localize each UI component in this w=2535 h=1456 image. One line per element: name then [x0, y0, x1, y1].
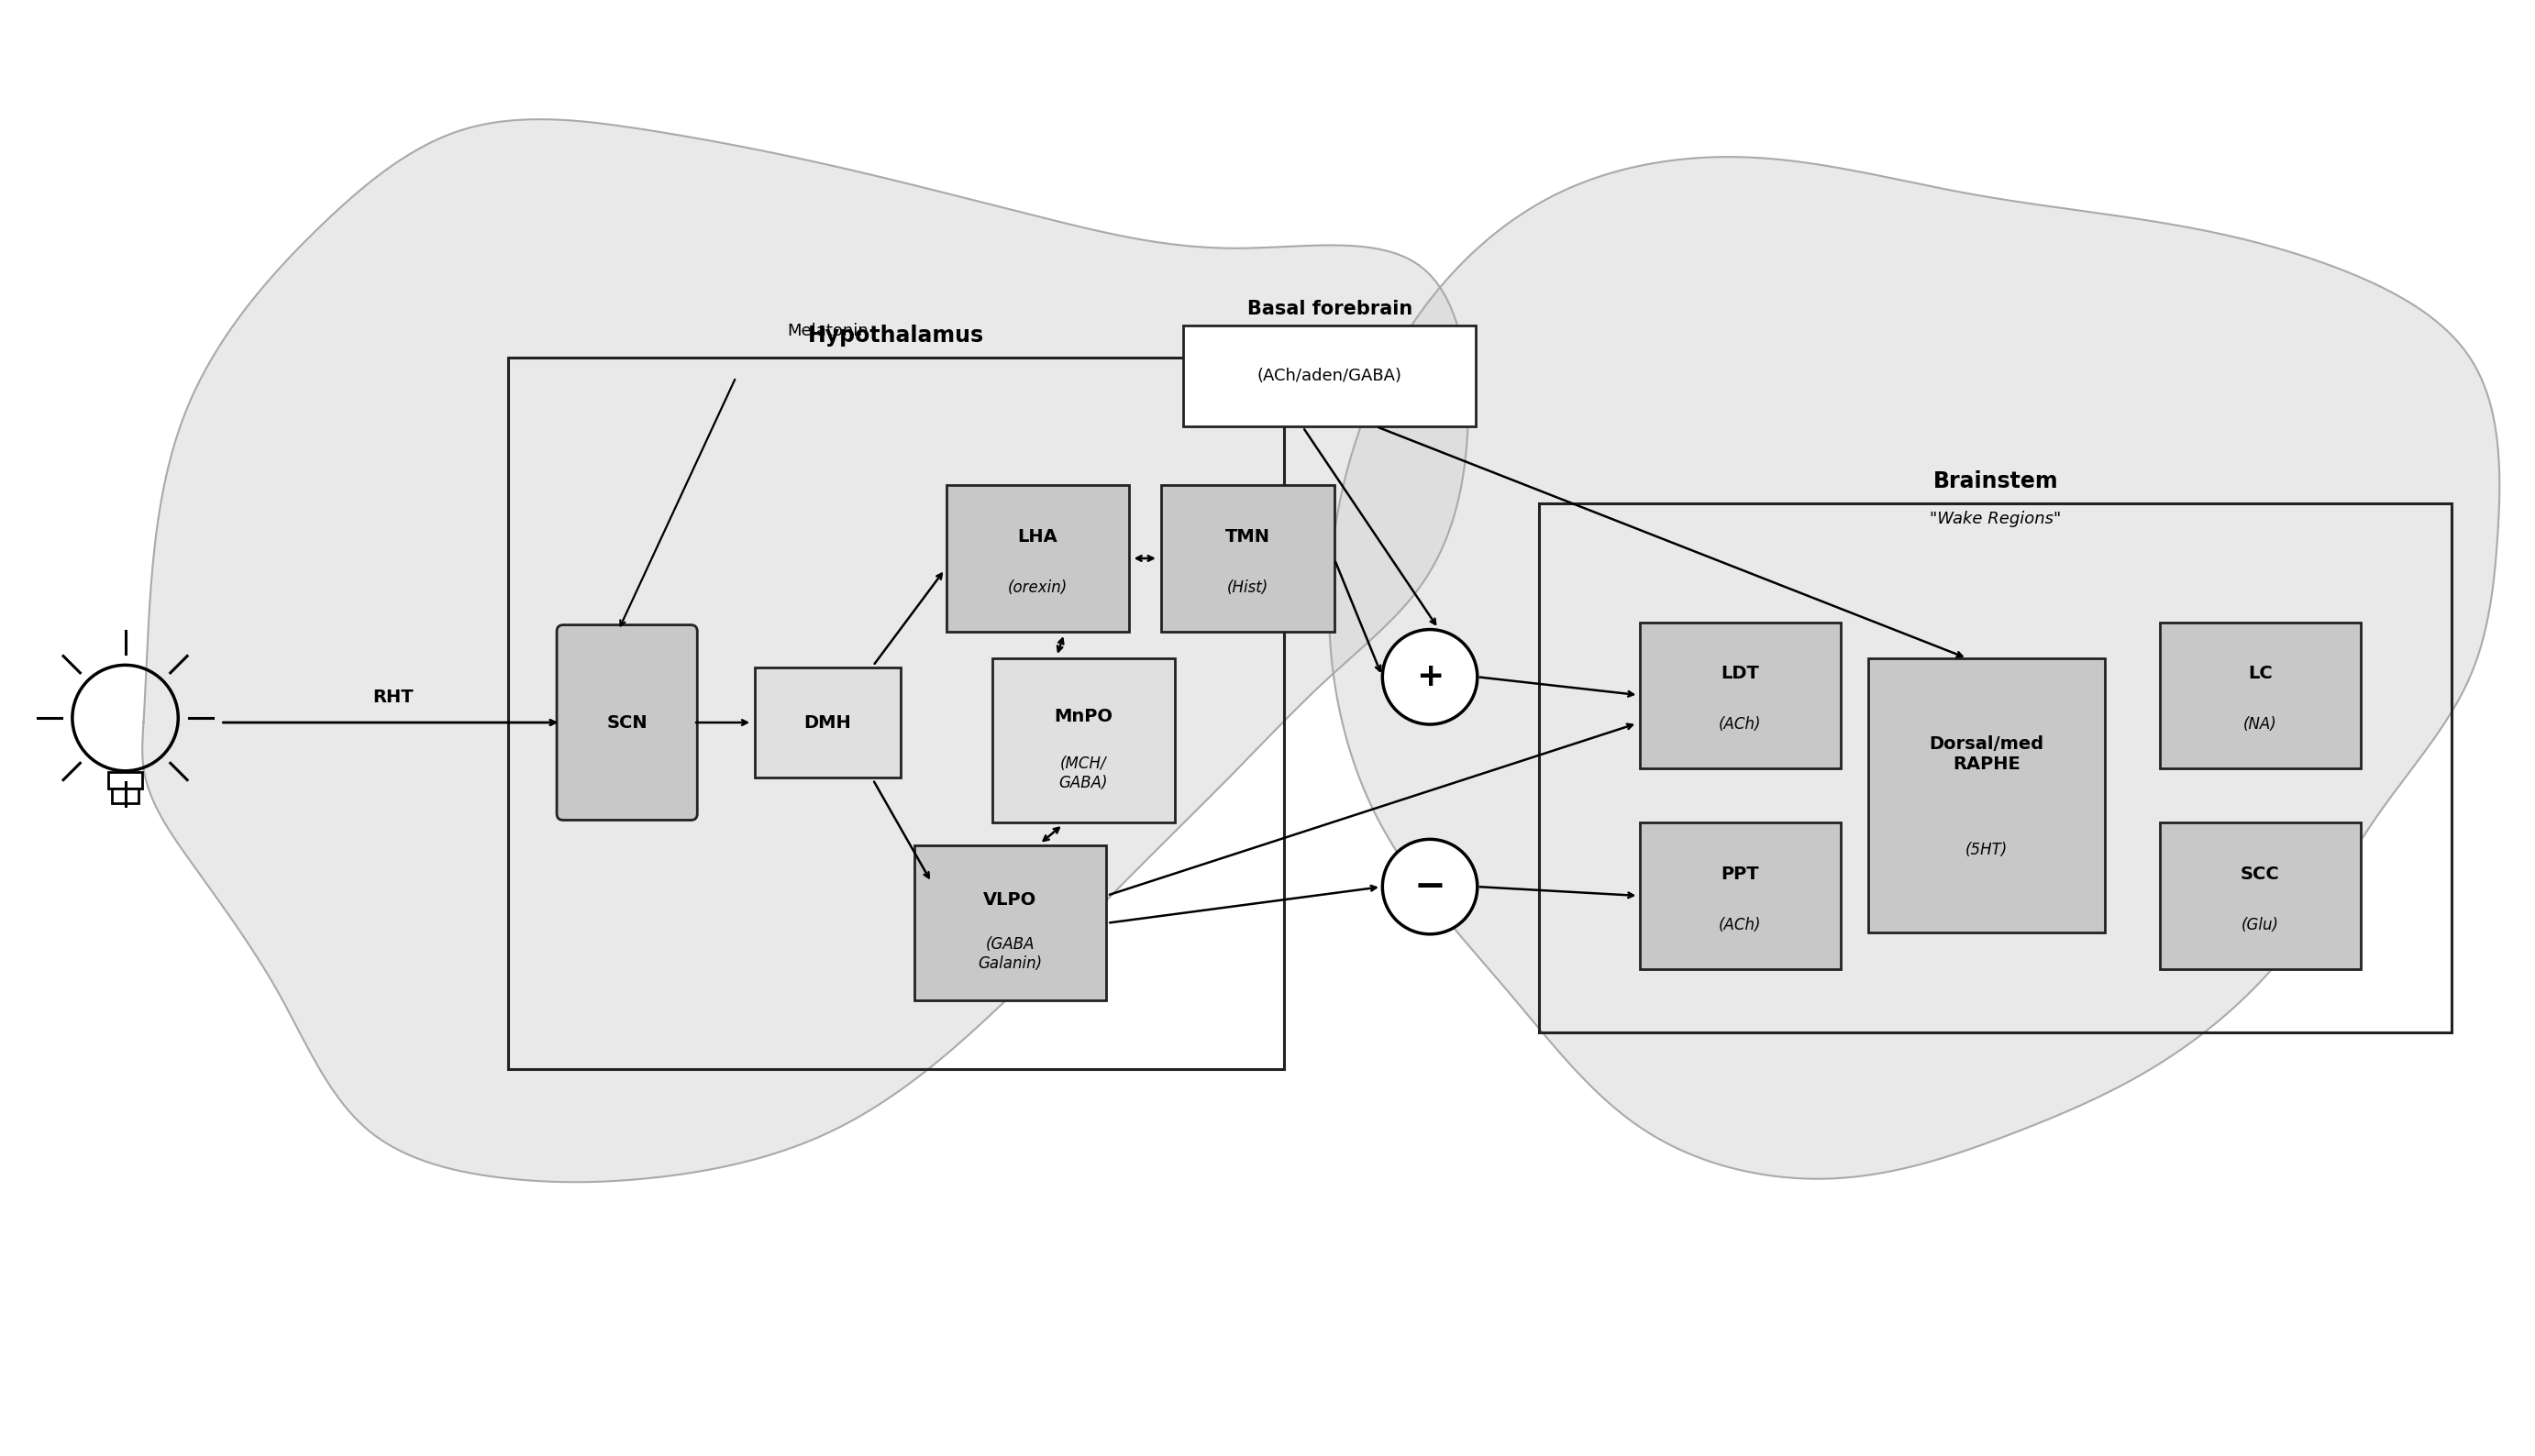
FancyBboxPatch shape	[2160, 622, 2360, 769]
Text: −: −	[1415, 868, 1445, 906]
Text: +: +	[1417, 661, 1445, 693]
Text: SCN: SCN	[606, 713, 646, 731]
FancyBboxPatch shape	[109, 772, 142, 788]
Text: (Glu): (Glu)	[2241, 917, 2279, 933]
FancyBboxPatch shape	[755, 668, 900, 778]
Text: PPT: PPT	[1721, 865, 1759, 882]
Circle shape	[1382, 629, 1478, 724]
Polygon shape	[1328, 157, 2500, 1179]
Text: MnPO: MnPO	[1055, 708, 1113, 725]
Text: LHA: LHA	[1017, 527, 1057, 545]
Circle shape	[1382, 839, 1478, 935]
FancyBboxPatch shape	[946, 485, 1128, 632]
FancyBboxPatch shape	[1161, 485, 1333, 632]
Text: (5HT): (5HT)	[1965, 842, 2008, 859]
Text: LDT: LDT	[1721, 664, 1759, 681]
Text: (orexin): (orexin)	[1009, 579, 1067, 596]
FancyBboxPatch shape	[558, 625, 697, 820]
Text: DMH: DMH	[804, 713, 852, 731]
Text: (MCH/
GABA): (MCH/ GABA)	[1060, 756, 1108, 792]
Text: (NA): (NA)	[2243, 716, 2276, 732]
Text: Basal forebrain: Basal forebrain	[1247, 300, 1412, 319]
FancyBboxPatch shape	[112, 788, 139, 802]
FancyBboxPatch shape	[2160, 823, 2360, 968]
Text: (GABA
Galanin): (GABA Galanin)	[979, 936, 1042, 973]
Text: Dorsal/med
RAPHE: Dorsal/med RAPHE	[1929, 735, 2043, 773]
Text: (ACh): (ACh)	[1719, 716, 1762, 732]
FancyBboxPatch shape	[1868, 658, 2104, 932]
Text: SCC: SCC	[2241, 865, 2279, 882]
Text: LC: LC	[2249, 664, 2271, 681]
Text: Brainstem: Brainstem	[1932, 470, 2058, 492]
FancyBboxPatch shape	[1640, 622, 1840, 769]
Text: VLPO: VLPO	[984, 891, 1037, 909]
Text: (ACh/aden/GABA): (ACh/aden/GABA)	[1257, 368, 1402, 384]
FancyBboxPatch shape	[991, 658, 1174, 823]
Text: Melatonin: Melatonin	[786, 323, 870, 339]
Text: "Wake Regions": "Wake Regions"	[1929, 511, 2061, 527]
Text: TMN: TMN	[1224, 527, 1270, 545]
Text: RHT: RHT	[373, 689, 413, 706]
FancyBboxPatch shape	[915, 846, 1105, 1000]
Polygon shape	[142, 119, 1468, 1182]
Text: (ACh): (ACh)	[1719, 917, 1762, 933]
FancyBboxPatch shape	[1184, 326, 1475, 427]
Text: (Hist): (Hist)	[1227, 579, 1268, 596]
FancyBboxPatch shape	[1640, 823, 1840, 968]
Text: Hypothalamus: Hypothalamus	[809, 325, 984, 347]
